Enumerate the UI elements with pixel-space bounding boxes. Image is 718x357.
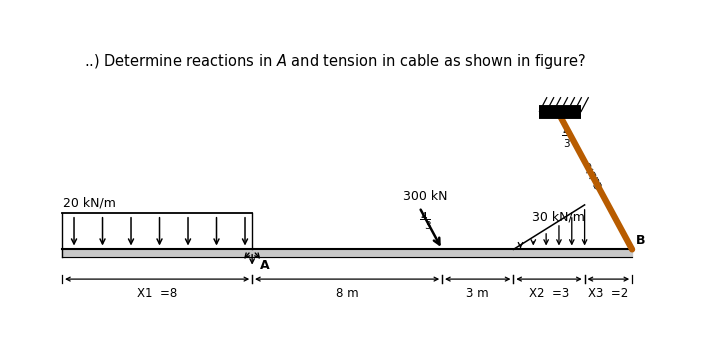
Text: 3: 3 bbox=[563, 139, 569, 149]
Text: 3: 3 bbox=[424, 221, 431, 231]
Text: X3  =2: X3 =2 bbox=[588, 287, 628, 300]
Text: 4: 4 bbox=[421, 212, 427, 222]
Text: X1  =8: X1 =8 bbox=[137, 287, 177, 300]
Text: A: A bbox=[260, 259, 269, 272]
Text: ..) Determine reactions in $A$ and tension in cable as shown in figure?: ..) Determine reactions in $A$ and tensi… bbox=[84, 51, 586, 71]
Text: B: B bbox=[636, 234, 645, 247]
Text: Cable: Cable bbox=[582, 159, 605, 190]
Text: 20 kN/m: 20 kN/m bbox=[62, 196, 116, 209]
Text: 30 kN/m: 30 kN/m bbox=[532, 210, 585, 223]
Text: 8 m: 8 m bbox=[336, 287, 358, 300]
Text: 4: 4 bbox=[563, 127, 569, 137]
Text: 3 m: 3 m bbox=[467, 287, 489, 300]
Text: X2  =3: X2 =3 bbox=[529, 287, 569, 300]
Text: 300 kN: 300 kN bbox=[403, 190, 447, 203]
